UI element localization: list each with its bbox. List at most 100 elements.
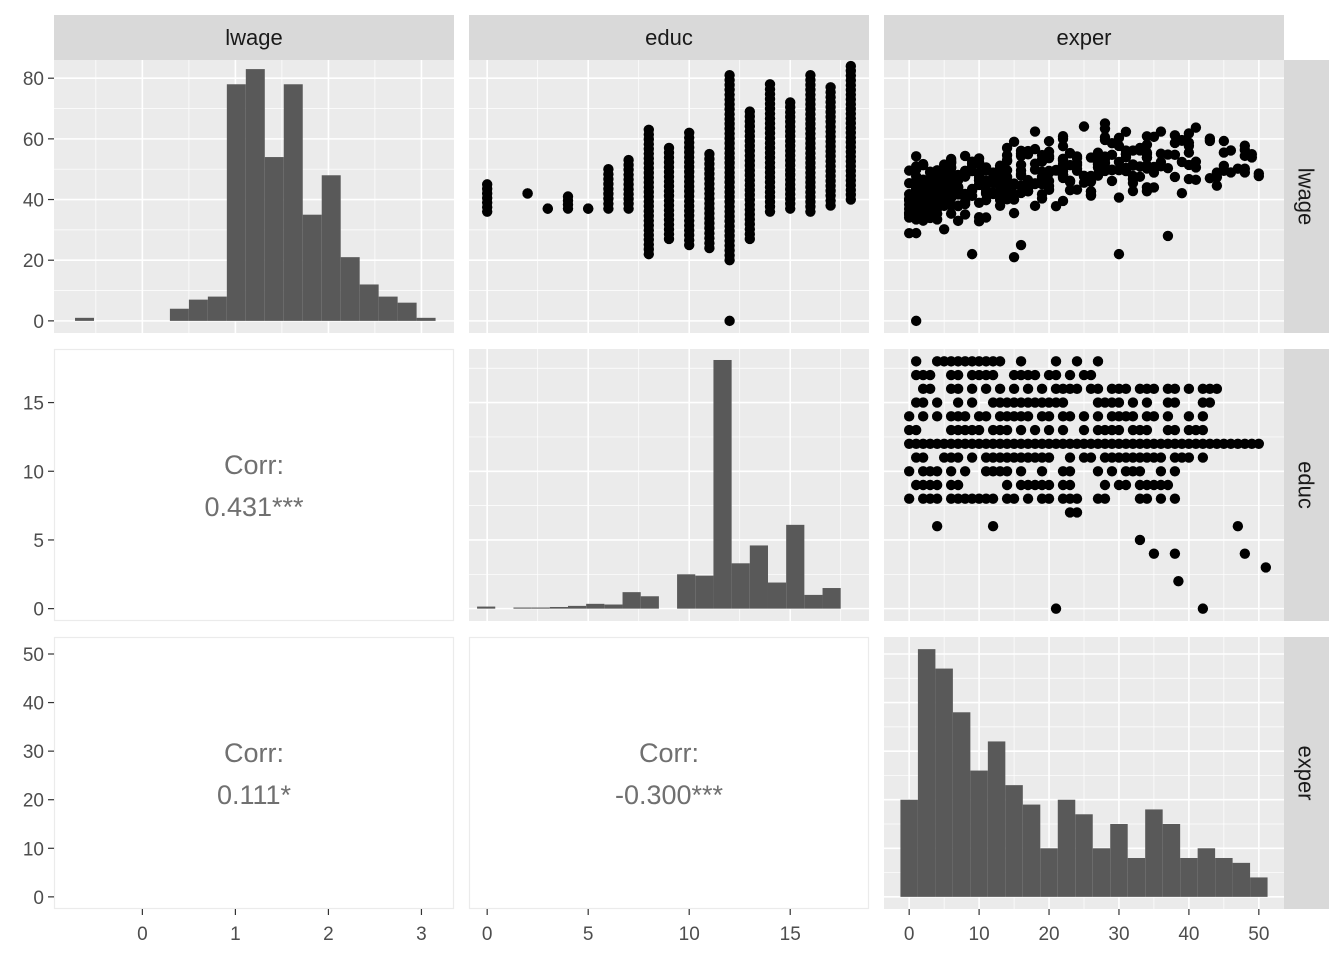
y-tick-label: 0 xyxy=(33,888,44,909)
scatter-point xyxy=(973,424,985,436)
x-tick-label: 15 xyxy=(780,924,801,945)
scatter-point xyxy=(910,227,922,239)
scatter-point xyxy=(1169,171,1181,183)
x-tick-label: 50 xyxy=(1248,924,1269,945)
scatter-point xyxy=(1071,507,1083,518)
scatter-point xyxy=(931,411,943,422)
scatter-point xyxy=(1078,411,1090,422)
scatter-point xyxy=(987,173,999,185)
x-tick-label: 3 xyxy=(416,924,427,945)
scatter-point xyxy=(1050,603,1062,614)
histogram-bar xyxy=(549,606,568,609)
scatter-point xyxy=(1064,479,1076,491)
scatter-point xyxy=(1043,411,1055,422)
scatter-point xyxy=(1183,140,1195,152)
panel-corr-lwage-exper xyxy=(53,636,455,910)
scatter-point xyxy=(1022,493,1034,504)
scatter-point xyxy=(1141,424,1153,436)
scatter-point xyxy=(1197,452,1209,463)
scatter-point xyxy=(1106,466,1118,477)
scatter-point xyxy=(1225,145,1237,156)
scatter-point xyxy=(952,215,964,227)
scatter-point xyxy=(1008,383,1020,395)
lwage-vs-exper-points xyxy=(903,118,1265,327)
histogram-bar xyxy=(359,284,379,321)
scatter-point xyxy=(931,199,943,210)
scatter-point xyxy=(959,150,971,162)
scatter-point xyxy=(582,203,594,214)
exper-histogram xyxy=(900,649,1268,897)
scatter-point xyxy=(1197,603,1209,614)
histogram-bar xyxy=(695,575,714,609)
histogram-bar xyxy=(207,296,227,321)
scatter-point xyxy=(1092,383,1104,395)
histogram-bar xyxy=(640,596,659,609)
scatter-point xyxy=(1148,411,1160,422)
histogram-bar xyxy=(804,594,823,609)
scatter-point xyxy=(684,127,695,138)
strip-right-label: educ xyxy=(1294,461,1319,509)
scatter-point xyxy=(994,200,1006,211)
scatter-point xyxy=(623,154,634,166)
histogram-bar xyxy=(321,175,341,321)
strip-right-label: lwage xyxy=(1294,168,1319,225)
scatter-point xyxy=(1064,466,1076,477)
scatter-point xyxy=(910,356,922,367)
scatter-point xyxy=(1043,136,1055,147)
scatter-point xyxy=(1148,383,1160,395)
scatter-point xyxy=(910,315,922,327)
scatter-point xyxy=(1064,369,1076,381)
scatter-point xyxy=(931,493,943,504)
scatter-point xyxy=(903,493,915,504)
scatter-point xyxy=(994,188,1006,199)
histogram-bar xyxy=(1075,814,1093,897)
scatter-point xyxy=(931,479,943,491)
scatter-point xyxy=(987,521,999,532)
scatter-point xyxy=(1099,479,1111,491)
scatter-point xyxy=(966,156,978,167)
histogram-bar xyxy=(604,604,623,609)
scatter-point xyxy=(1218,165,1230,177)
scatter-point xyxy=(1169,383,1181,395)
scatter-point xyxy=(1127,185,1139,197)
scatter-point xyxy=(1085,170,1097,182)
scatter-point xyxy=(1029,126,1041,137)
scatter-point xyxy=(1197,411,1209,422)
x-tick-label: 0 xyxy=(904,924,915,945)
scatter-point xyxy=(663,142,675,154)
scatter-point xyxy=(1120,152,1132,163)
scatter-point xyxy=(1064,147,1076,159)
scatter-point xyxy=(966,397,978,408)
scatter-point xyxy=(1008,251,1020,263)
corr-label: Corr: xyxy=(639,738,699,768)
scatter-point xyxy=(1092,411,1104,422)
scatter-point xyxy=(959,171,971,182)
panel-educ-vs-exper-grid xyxy=(884,349,1284,621)
scatter-point xyxy=(1232,521,1244,532)
histogram-bar xyxy=(75,317,94,321)
scatter-point xyxy=(1015,148,1027,159)
histogram-bar xyxy=(513,607,532,609)
scatter-point xyxy=(744,106,756,117)
histogram-bar xyxy=(1162,824,1181,897)
histogram-bar xyxy=(531,607,550,609)
scatter-point xyxy=(1050,165,1062,176)
scatter-point xyxy=(1085,152,1097,163)
panel-corr-lwage-educ xyxy=(53,348,455,622)
histogram-bar xyxy=(1057,799,1076,897)
scatter-point xyxy=(1085,186,1097,197)
scatter-point xyxy=(845,60,857,72)
scatter-point xyxy=(1064,176,1076,188)
scatter-point xyxy=(987,369,999,381)
histogram-bar xyxy=(1022,804,1041,897)
scatter-point xyxy=(1183,452,1195,463)
scatter-point xyxy=(1106,175,1118,187)
scatter-point xyxy=(1183,159,1195,171)
scatter-point xyxy=(1155,148,1167,159)
scatter-point xyxy=(1071,356,1083,367)
scatter-point xyxy=(903,411,915,422)
x-tick-label: 10 xyxy=(679,924,700,945)
scatter-point xyxy=(1008,207,1020,219)
scatter-point xyxy=(1120,126,1132,137)
histogram-bar xyxy=(731,563,750,609)
